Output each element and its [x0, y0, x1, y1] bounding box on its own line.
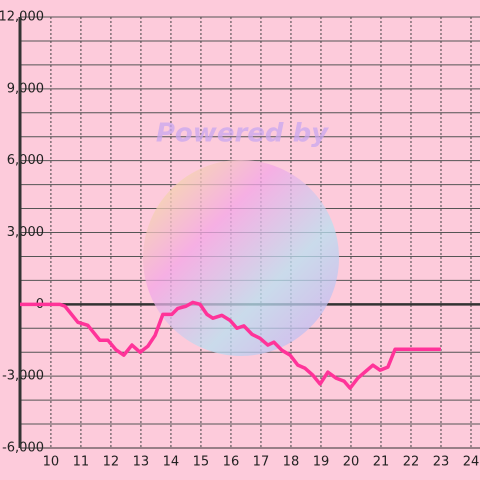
x-tick-label: 19: [313, 455, 330, 470]
x-tick-label: 11: [73, 455, 90, 470]
x-tick-label: 13: [133, 455, 150, 470]
x-tick-label: 24: [463, 455, 480, 470]
x-tick-label: 16: [223, 455, 240, 470]
y-tick-label: 3,000: [7, 225, 44, 240]
y-tick-label: 12,000: [0, 10, 44, 25]
y-tick-label: -3,000: [2, 369, 44, 384]
x-tick-label: 23: [433, 455, 450, 470]
x-tick-label: 12: [103, 455, 120, 470]
y-tick-label: 6,000: [7, 153, 44, 168]
watermark: Powered by: [156, 119, 329, 149]
x-tick-label: 18: [283, 455, 300, 470]
x-tick-label: 10: [43, 455, 60, 470]
x-tick-label: 20: [343, 455, 360, 470]
x-tick-label: 17: [253, 455, 270, 470]
x-tick-label: 22: [403, 455, 420, 470]
x-tick-label: 21: [373, 455, 390, 470]
watermark-logo: [143, 160, 339, 356]
x-tick-label: 15: [193, 455, 210, 470]
data-line: [20, 300, 441, 390]
y-tick-label: 9,000: [7, 81, 44, 96]
x-tick-label: 14: [163, 455, 180, 470]
